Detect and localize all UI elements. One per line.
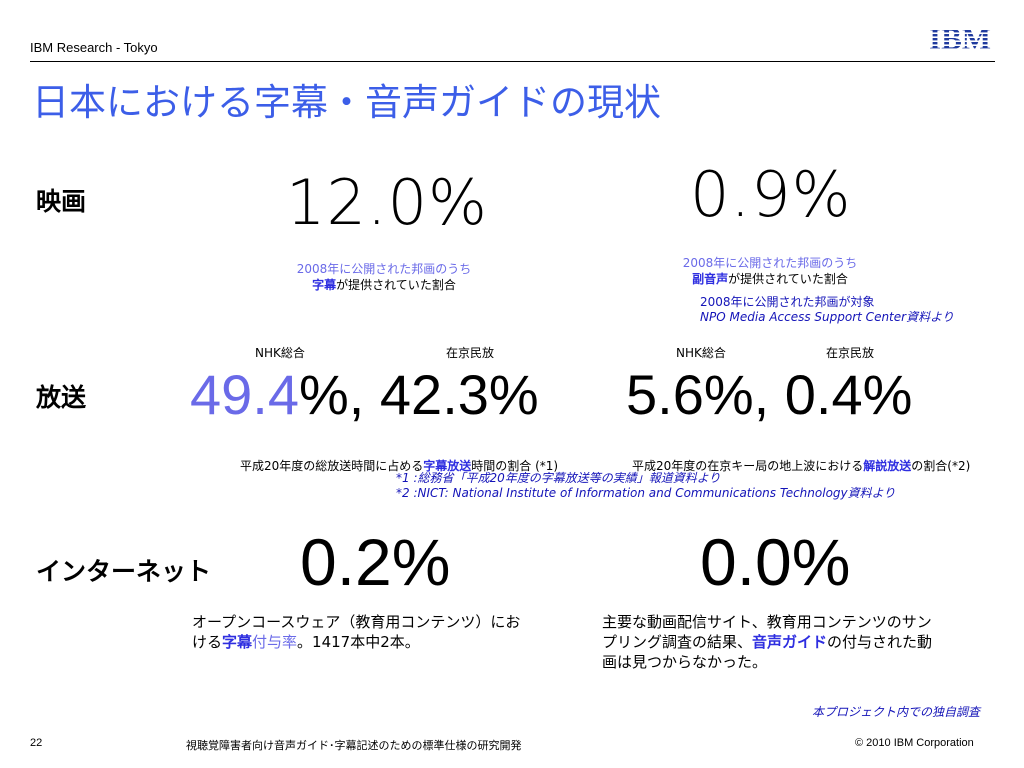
page-number: 22	[30, 737, 43, 749]
internet-audio-description: 主要な動画配信サイト、教育用コンテンツのサン プリング調査の結果、音声ガイドの付…	[602, 613, 933, 671]
column-label-nhk: NHK総合	[255, 346, 305, 360]
internet-source: 本プロジェクト内での独自調査	[812, 705, 981, 719]
section-label-broadcast: 放送	[36, 383, 87, 412]
section-label-internet: インターネット	[36, 557, 212, 586]
column-label-private: 在京民放	[826, 346, 875, 360]
broadcast-source-1: *1 :総務省「平成20年度の字幕放送等の実績」報道資料より	[396, 471, 721, 485]
section-label-movie: 映画	[36, 187, 87, 216]
broadcast-subtitle-note: 平成20年度の総放送時間に占める字幕放送時間の割合 (*1)	[240, 459, 559, 473]
page-title: 日本における字幕・音声ガイドの現状	[32, 81, 661, 124]
movie-source-line1: 2008年に公開された邦画が対象	[700, 295, 875, 309]
internet-audio-percentage: 0.0%	[700, 525, 851, 599]
broadcast-subtitle-values: 49.4%, 42.3%	[190, 363, 539, 426]
movie-subtitle-percentage: 12.0%	[286, 166, 488, 239]
broadcast-audio-note: 平成20年度の在京キー局の地上波における解説放送の割合(*2)	[632, 459, 971, 473]
movie-audio-percentage: 0.9%	[690, 158, 852, 231]
movie-subtitle-note: 2008年に公開された邦画のうち 字幕が提供されていた割合	[296, 262, 472, 292]
internet-subtitle-description: オープンコースウェア（教育用コンテンツ）にお ける字幕付与率。1417本中2本。	[192, 613, 521, 651]
column-label-nhk: NHK総合	[676, 346, 726, 360]
ibm-logo: IBM	[929, 22, 991, 52]
copyright: © 2010 IBM Corporation	[855, 737, 974, 749]
internet-subtitle-percentage: 0.2%	[300, 525, 451, 599]
footer-title: 視聴覚障害者向け音声ガイド･字幕記述のための標準仕様の研究開発	[186, 739, 522, 752]
broadcast-audio-values: 5.6%, 0.4%	[626, 363, 913, 426]
header-divider	[30, 61, 995, 62]
movie-audio-note: 2008年に公開された邦画のうち 副音声が提供されていた割合	[682, 256, 858, 286]
broadcast-source-2: *2 :NICT: National Institute of Informat…	[396, 486, 896, 500]
svg-text:IBM: IBM	[929, 22, 991, 52]
column-label-private: 在京民放	[446, 346, 495, 360]
organization-label: IBM Research - Tokyo	[30, 40, 158, 55]
movie-source-line2: NPO Media Access Support Center資料より	[700, 310, 954, 324]
